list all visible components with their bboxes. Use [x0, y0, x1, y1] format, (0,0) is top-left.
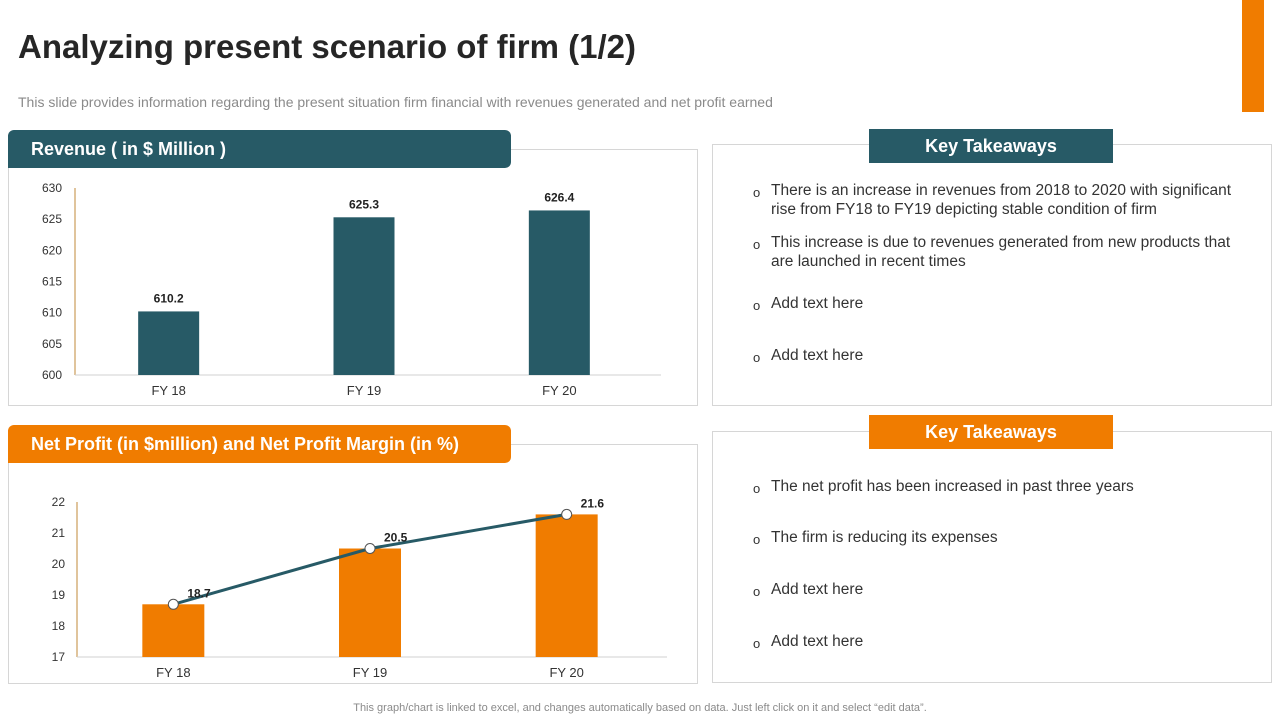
x-tick-label: FY 20	[549, 665, 583, 680]
y-tick-label: 620	[42, 243, 62, 257]
bullet-circle-icon: o	[753, 298, 761, 313]
y-tick-label: 600	[42, 368, 62, 382]
bullet-circle-icon: o	[753, 185, 761, 200]
takeaway-item: o This increase is due to revenues genera…	[753, 233, 1253, 271]
profit-bar	[339, 548, 401, 657]
line-data-label: 20.5	[384, 531, 408, 545]
x-tick-label: FY 19	[347, 383, 381, 398]
profit-chart-panel: 17 18 19 20 21 22 FY 18 FY 19 FY 20 18.7 20.5 21.6	[8, 444, 698, 684]
bullet-circle-icon: o	[753, 237, 761, 252]
y-tick-label: 610	[42, 306, 62, 320]
revenue-chart: 600 605 610 615 620 625 630 610.2 FY 18 625.3 FY 1…	[42, 181, 661, 398]
takeaway-text: Add text here	[771, 347, 864, 364]
page-title: Analyzing present scenario of firm (1/2)	[18, 28, 636, 65]
profit-chart: 17 18 19 20 21 22 FY 18 FY 19 FY 20 18.7 20.5 21.6	[52, 495, 667, 680]
profit-chart-header: Net Profit (in $million) and Net Profit …	[8, 425, 511, 463]
revenue-bar	[528, 210, 590, 375]
x-tick-label: FY 19	[353, 665, 387, 680]
takeaway-item: o The net profit has been increased in pa…	[753, 477, 1253, 496]
takeaway-item: o The firm is reducing its expenses	[753, 528, 1253, 547]
bullet-circle-icon: o	[753, 350, 761, 365]
line-marker	[167, 598, 179, 610]
profit-takeaways-list: o The net profit has been increased in pa…	[753, 432, 1253, 682]
takeaway-item: o Add text here	[753, 632, 1253, 651]
takeaway-text: Add text here	[771, 633, 864, 650]
profit-takeaways-panel: o The net profit has been increased in pa…	[712, 431, 1272, 683]
y-tick-label: 18	[52, 619, 66, 633]
revenue-takeaways-list: o There is an increase in revenues from 2…	[753, 145, 1253, 405]
y-tick-label: 605	[42, 337, 62, 351]
revenue-takeaways-panel: o There is an increase in revenues from 2…	[712, 144, 1272, 406]
bar-data-label: 626.4	[544, 190, 574, 204]
line-data-label: 21.6	[581, 496, 605, 510]
bar-data-label: 610.2	[154, 291, 184, 305]
profit-takeaways-header: Key Takeaways	[869, 415, 1113, 449]
y-tick-label: 615	[42, 275, 62, 289]
bullet-circle-icon: o	[753, 532, 761, 547]
x-tick-label: FY 18	[151, 383, 185, 398]
takeaway-text: This increase is due to revenues generat…	[771, 234, 1231, 270]
y-tick-label: 19	[52, 588, 66, 602]
y-tick-label: 22	[52, 495, 66, 509]
revenue-chart-header: Revenue ( in $ Million )	[8, 130, 511, 168]
revenue-chart-panel: 600 605 610 615 620 625 630 610.2 FY 18 625.3 FY 1…	[8, 149, 698, 406]
accent-bar	[1242, 0, 1264, 112]
footer-note: This graph/chart is linked to excel, and…	[353, 702, 927, 714]
line-marker	[364, 543, 376, 554]
takeaway-item: o There is an increase in revenues from 2…	[753, 181, 1253, 219]
takeaway-text: Add text here	[771, 581, 864, 598]
line-marker	[561, 508, 573, 520]
y-tick-label: 20	[52, 557, 66, 571]
revenue-takeaways-header: Key Takeaways	[869, 129, 1113, 163]
x-tick-label: FY 20	[542, 383, 576, 398]
revenue-bar	[138, 311, 200, 375]
bullet-circle-icon: o	[753, 636, 761, 651]
takeaway-item: o Add text here	[753, 346, 1253, 365]
takeaway-item: o Add text here	[753, 294, 1253, 313]
profit-bar	[142, 604, 205, 657]
y-tick-label: 21	[52, 526, 66, 540]
bar-data-label: 625.3	[349, 197, 379, 211]
page-subtitle: This slide provides information regardin…	[18, 94, 773, 110]
takeaway-text: The net profit has been increased in pas…	[771, 478, 1134, 495]
revenue-bar	[333, 217, 395, 375]
line-data-label: 18.7	[187, 586, 211, 600]
bullet-circle-icon: o	[753, 584, 761, 599]
bullet-circle-icon: o	[753, 481, 761, 496]
takeaway-text: There is an increase in revenues from 20…	[771, 182, 1232, 218]
y-tick-label: 630	[42, 181, 62, 195]
takeaway-text: Add text here	[771, 295, 864, 312]
takeaway-text: The firm is reducing its expenses	[771, 529, 998, 546]
profit-bar	[535, 514, 598, 657]
y-tick-label: 625	[42, 212, 62, 226]
x-tick-label: FY 18	[156, 665, 190, 680]
y-tick-label: 17	[52, 650, 66, 664]
takeaway-item: o Add text here	[753, 580, 1253, 599]
